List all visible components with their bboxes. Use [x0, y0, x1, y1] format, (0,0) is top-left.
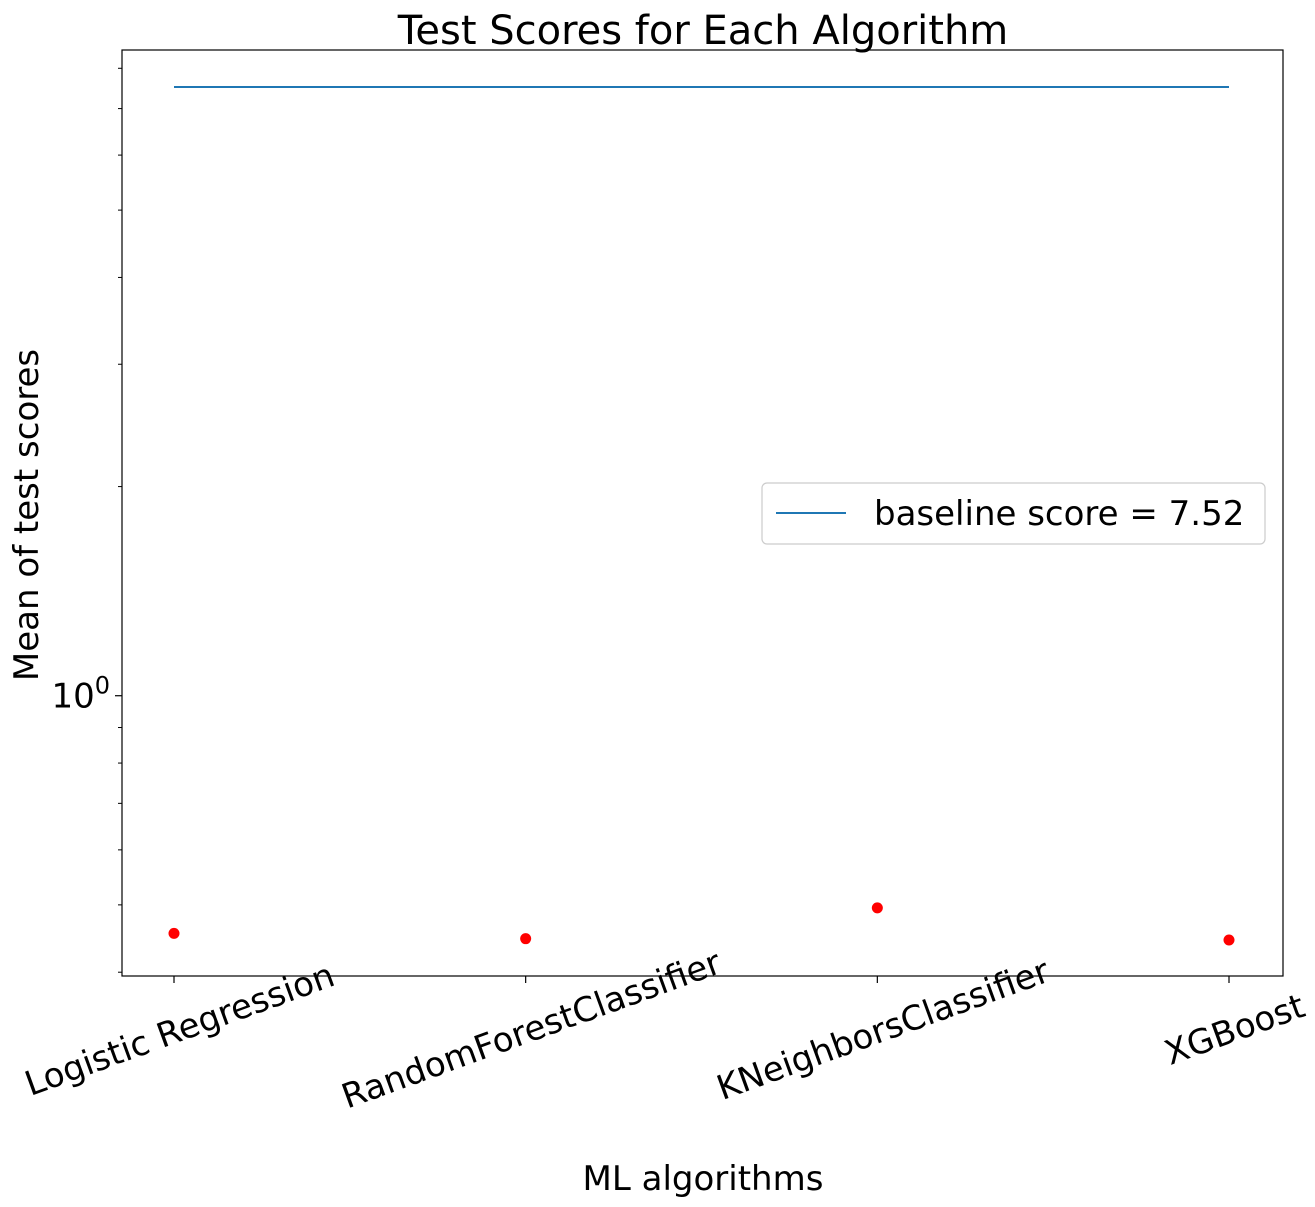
- score-point: [168, 927, 180, 939]
- y-tick-label: 100: [51, 672, 110, 717]
- score-point: [1223, 934, 1235, 946]
- x-axis-label: ML algorithms: [583, 1159, 824, 1199]
- x-tick-label: Logistic Regression: [20, 955, 340, 1104]
- legend: baseline score = 7.52: [761, 482, 1266, 545]
- legend-box: [761, 482, 1266, 545]
- x-tick-label: KNeighborsClassifier: [712, 951, 1055, 1108]
- x-tick-label: XGBoost: [1160, 986, 1311, 1073]
- x-axis: Logistic RegressionRandomForestClassifie…: [20, 943, 1310, 1118]
- plot-area: [121, 49, 1284, 977]
- x-tick-label: RandomForestClassifier: [337, 943, 727, 1118]
- y-axis: 100: [51, 67, 122, 973]
- score-point: [520, 933, 532, 945]
- legend-baseline-label: baseline score = 7.52: [874, 494, 1244, 534]
- score-point: [871, 902, 883, 914]
- chart-title: Test Scores for Each Algorithm: [397, 8, 1009, 54]
- plot-marks: [168, 85, 1235, 946]
- y-axis-label: Mean of test scores: [7, 349, 47, 681]
